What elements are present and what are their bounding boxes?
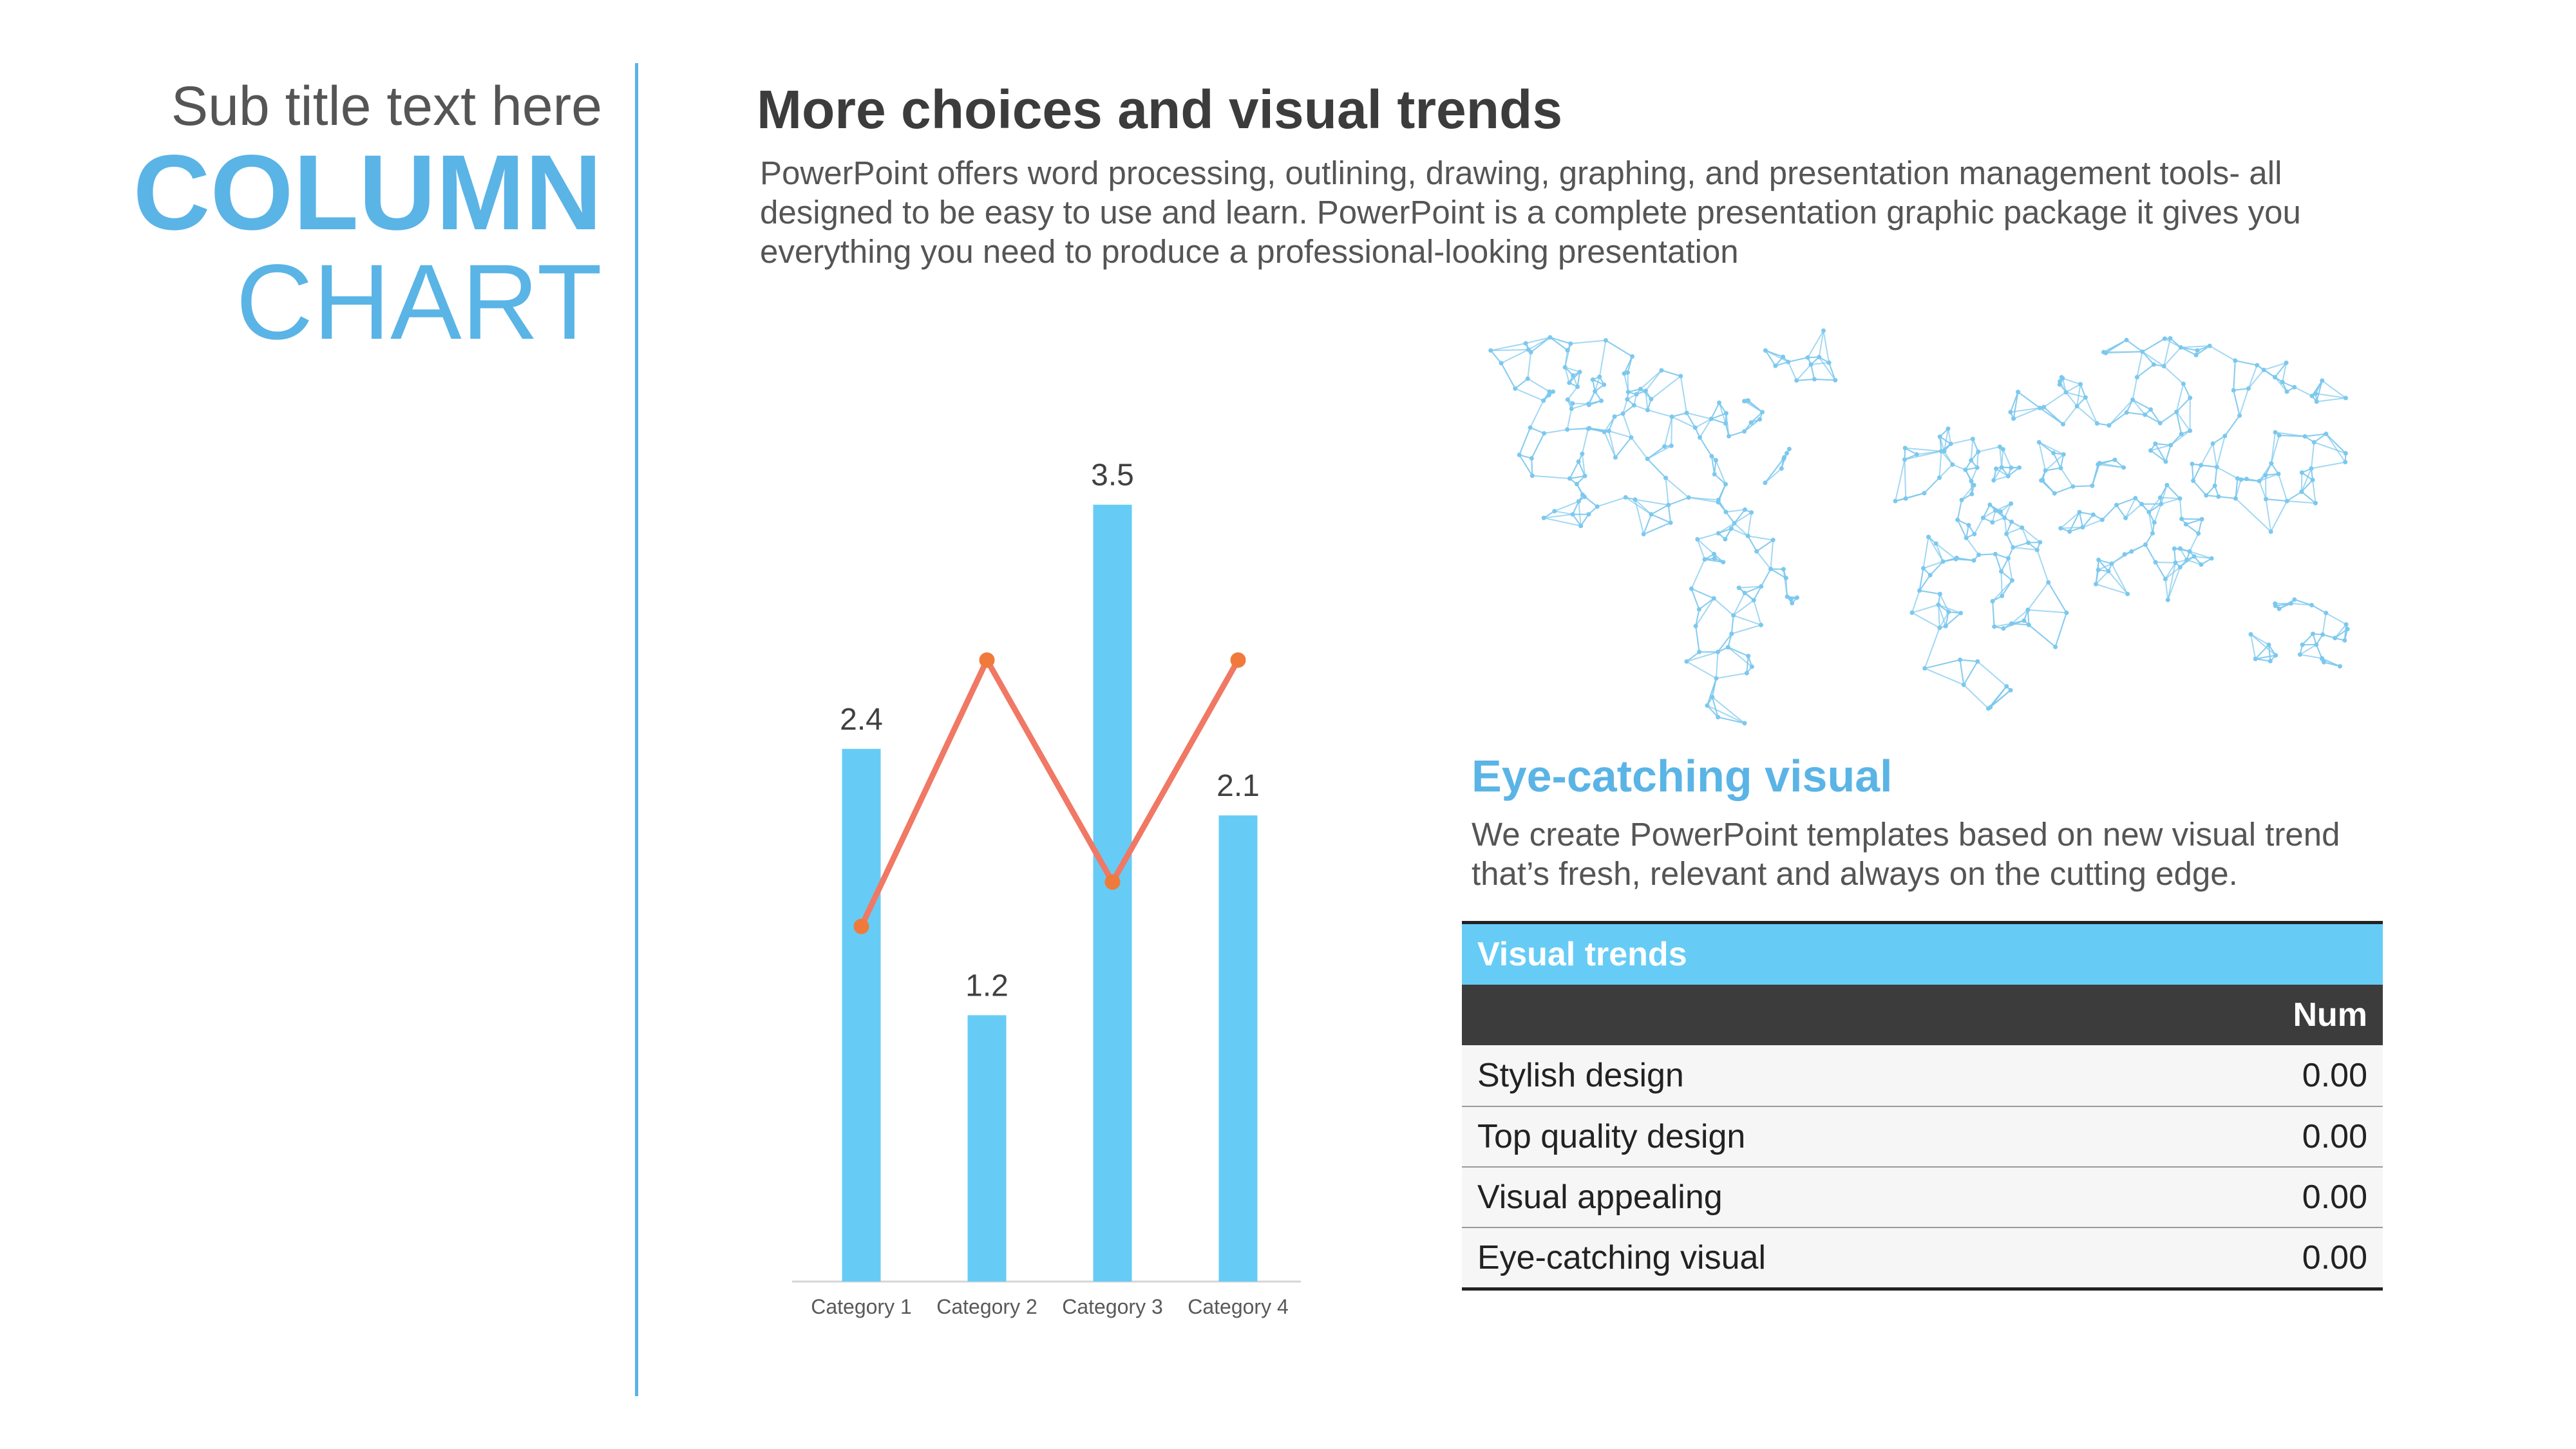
slide-title-block: Sub title text here COLUMN CHART [133,74,602,357]
bar-4 [1218,815,1258,1282]
data-label-4: 2.1 [1217,769,1260,803]
eye-catching-body: We create PowerPoint templates based on … [1472,816,2340,892]
num-header: Num [2293,996,2367,1034]
map-network-edges [1488,328,2350,726]
body-text: PowerPoint offers word processing, outli… [760,155,2301,270]
bar-1 [842,748,881,1282]
data-label-1: 2.4 [840,703,883,737]
x-tick-label-2: Category 2 [936,1295,1037,1318]
line-point-2 [979,652,995,668]
title-bold: COLUMN [133,133,602,252]
row-value: 0.00 [2302,1179,2367,1216]
table-row: Stylish design 0.00 [1462,1045,2383,1106]
row-label: Top quality design [1477,1118,1746,1155]
x-tick-label-4: Category 4 [1188,1295,1289,1318]
vertical-divider [635,63,638,1396]
column-chart: 2.4 Category 1 1.2 Category 2 3.5 Category 3 2… [792,459,1301,1318]
x-tick-label-1: Category 1 [811,1295,912,1318]
row-value: 0.00 [2302,1239,2367,1276]
bar-2 [967,1015,1007,1282]
table-title-row: Visual trends [1462,924,2383,985]
line-point-4 [1230,652,1246,668]
row-label: Eye-catching visual [1477,1239,1766,1276]
data-label-2: 1.2 [965,969,1009,1003]
data-label-3: 3.5 [1091,459,1134,493]
table-header-row: Num [1462,985,2383,1045]
visual-trends-table: Visual trends Num Stylish design 0.00 To… [1462,921,2383,1291]
eye-catching-title: Eye-catching visual [1472,751,1893,801]
world-map-network-icon [1488,328,2350,726]
bar-3 [1093,504,1132,1282]
table-title: Visual trends [1477,936,1687,973]
subtitle: Sub title text here [171,75,602,137]
table-row: Top quality design 0.00 [1462,1106,2383,1166]
heading: More choices and visual trends [757,79,1563,140]
line-series [858,657,1241,928]
row-value: 0.00 [2302,1118,2367,1155]
row-label: Visual appealing [1477,1179,1723,1216]
line-point-1 [853,918,869,934]
row-label: Stylish design [1477,1057,1684,1094]
table-row: Eye-catching visual 0.00 [1462,1227,2383,1287]
line-point-3 [1104,874,1121,890]
row-value: 0.00 [2302,1057,2367,1094]
x-tick-label-3: Category 3 [1062,1295,1163,1318]
title-light: CHART [236,243,602,362]
table-row: Visual appealing 0.00 [1462,1166,2383,1227]
